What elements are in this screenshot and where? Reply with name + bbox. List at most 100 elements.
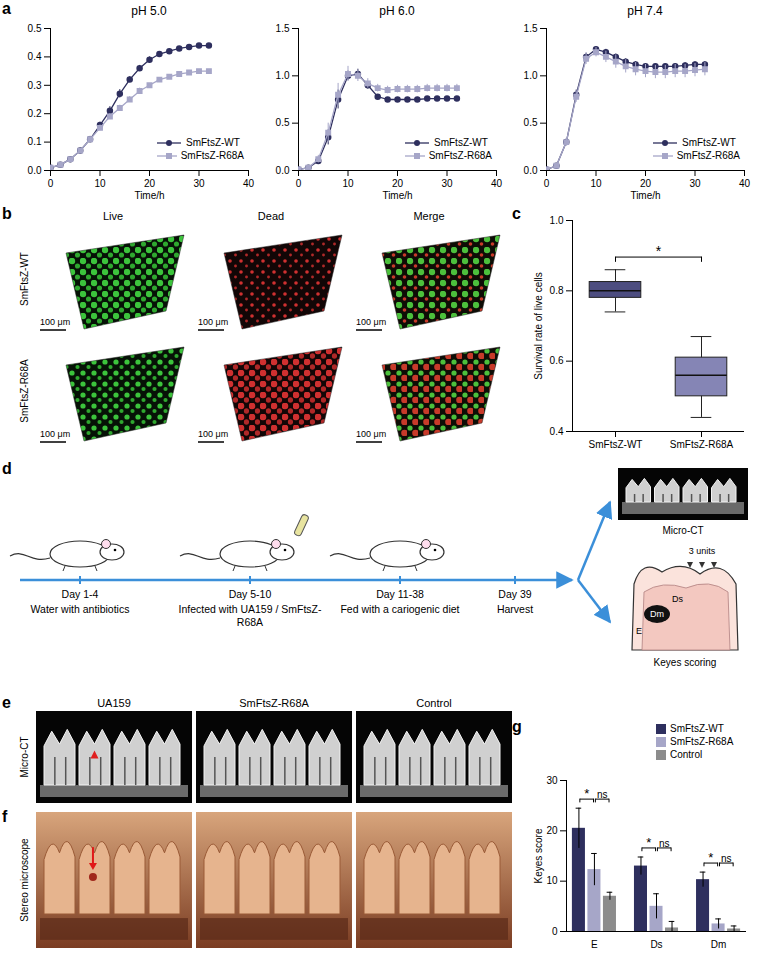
html-text:SmFtsZ-WT: SmFtsZ-WT <box>434 137 488 148</box>
svg-text:ns: ns <box>659 838 670 849</box>
svg-text:E: E <box>591 939 598 950</box>
svg-text:*: * <box>656 243 662 259</box>
svg-text:3 units: 3 units <box>689 546 716 556</box>
svg-text:Time/h: Time/h <box>134 190 164 201</box>
svg-text:Dm: Dm <box>711 939 727 950</box>
svg-text:0.0: 0.0 <box>524 165 538 176</box>
html-text:SmFtsZ-WT: SmFtsZ-WT <box>670 723 724 734</box>
svg-text:SmFtsZ-WT: SmFtsZ-WT <box>19 252 30 306</box>
svg-text:Micro-CT: Micro-CT <box>19 736 30 777</box>
html-text:Dead: Dead <box>257 210 285 222</box>
svg-text:1.5: 1.5 <box>276 23 290 34</box>
html-text:SmFtsZ-WT: SmFtsZ-WT <box>186 137 240 148</box>
svg-text:E: E <box>636 626 642 636</box>
svg-text:0.4: 0.4 <box>28 51 42 62</box>
svg-text:30: 30 <box>546 775 558 786</box>
svg-text:40: 40 <box>243 178 255 189</box>
svg-text:0.1: 0.1 <box>28 136 42 147</box>
html-text:Day 39: Day 39 <box>498 588 532 600</box>
html-text:pH 6.0: pH 6.0 <box>379 4 415 18</box>
html-text:Control: Control <box>670 749 703 760</box>
html-text:d: d <box>2 460 12 477</box>
svg-text:0.3: 0.3 <box>28 80 42 91</box>
svg-text:*: * <box>584 786 589 801</box>
svg-text:100 μm: 100 μm <box>356 429 386 439</box>
svg-text:*: * <box>708 850 713 865</box>
svg-text:0.6: 0.6 <box>550 355 564 366</box>
svg-text:Keyes scoring: Keyes scoring <box>654 657 717 668</box>
svg-text:0.5: 0.5 <box>28 23 42 34</box>
svg-text:0: 0 <box>48 178 54 189</box>
svg-text:ns: ns <box>597 789 608 800</box>
html-text:UA159: UA159 <box>97 697 131 709</box>
svg-text:*: * <box>646 835 651 850</box>
svg-text:Keyes score: Keyes score <box>533 828 544 883</box>
svg-text:0.5: 0.5 <box>524 117 538 128</box>
svg-text:10: 10 <box>94 178 106 189</box>
html-text:b: b <box>2 205 12 222</box>
svg-text:1.5: 1.5 <box>524 23 538 34</box>
svg-text:40: 40 <box>739 178 751 189</box>
svg-text:0: 0 <box>296 178 302 189</box>
svg-text:Ds: Ds <box>650 939 662 950</box>
html-text:SmFtsZ-R68A: SmFtsZ-R68A <box>180 150 244 161</box>
svg-text:0.0: 0.0 <box>28 165 42 176</box>
svg-text:20: 20 <box>640 178 652 189</box>
svg-text:1.0: 1.0 <box>550 215 564 226</box>
svg-text:Micro-CT: Micro-CT <box>662 525 703 536</box>
html-text:Day 1-4: Day 1-4 <box>61 588 99 600</box>
svg-text:10: 10 <box>342 178 354 189</box>
html-text:Infected with UA159 / SmFtsZ-R: Infected with UA159 / SmFtsZ-R68A <box>178 603 322 628</box>
html-text:Harvest: Harvest <box>496 603 534 615</box>
svg-text:0.5: 0.5 <box>276 117 290 128</box>
svg-text:20: 20 <box>392 178 404 189</box>
svg-text:30: 30 <box>193 178 205 189</box>
svg-text:20: 20 <box>144 178 156 189</box>
html-text:Live: Live <box>102 210 124 222</box>
svg-text:0.2: 0.2 <box>28 108 42 119</box>
html-text:pH 5.0: pH 5.0 <box>131 4 167 18</box>
html-text:SmFtsZ-R68A: SmFtsZ-R68A <box>428 150 492 161</box>
svg-text:Ds: Ds <box>672 594 683 604</box>
html-text:SmFtsZ-R68A: SmFtsZ-R68A <box>670 736 734 747</box>
html-text:Day 11-38: Day 11-38 <box>376 588 424 600</box>
svg-text:1.0: 1.0 <box>524 70 538 81</box>
svg-text:Survival rate of live cells: Survival rate of live cells <box>533 272 544 379</box>
svg-text:0.8: 0.8 <box>550 285 564 296</box>
svg-text:0.4: 0.4 <box>550 426 564 437</box>
html-text:Control: Control <box>416 697 452 709</box>
html-text:a: a <box>2 0 11 17</box>
svg-text:30: 30 <box>441 178 453 189</box>
svg-text:100 μm: 100 μm <box>356 317 386 327</box>
svg-text:10: 10 <box>590 178 602 189</box>
svg-text:0.0: 0.0 <box>276 165 290 176</box>
html-text:pH 7.4: pH 7.4 <box>627 4 663 18</box>
html-text:Fed with a cariogenic diet: Fed with a cariogenic diet <box>340 603 460 615</box>
svg-text:SmFtsZ-R68A: SmFtsZ-R68A <box>670 439 734 450</box>
svg-text:SmFtsZ-WT: SmFtsZ-WT <box>589 439 643 450</box>
svg-text:1.0: 1.0 <box>276 70 290 81</box>
html-text:Day 5-10: Day 5-10 <box>228 588 272 600</box>
html-text:Water with antibiotics: Water with antibiotics <box>30 603 130 615</box>
svg-text:Time/h: Time/h <box>630 190 660 201</box>
svg-text:ns: ns <box>721 853 732 864</box>
svg-text:Stereo microscope: Stereo microscope <box>19 838 30 922</box>
html-text:SmFtsZ-R68A: SmFtsZ-R68A <box>676 150 740 161</box>
svg-text:Dm: Dm <box>650 609 664 619</box>
svg-text:20: 20 <box>546 825 558 836</box>
svg-text:0: 0 <box>552 926 558 937</box>
svg-text:100 μm: 100 μm <box>198 317 228 327</box>
svg-text:0: 0 <box>544 178 550 189</box>
html-text:SmFtsZ-WT: SmFtsZ-WT <box>682 137 736 148</box>
html-text:SmFtsZ-R68A: SmFtsZ-R68A <box>239 697 309 709</box>
svg-text:100 μm: 100 μm <box>198 429 228 439</box>
svg-text:30: 30 <box>689 178 701 189</box>
html-text:g: g <box>512 718 522 735</box>
svg-text:SmFtsZ-R68A: SmFtsZ-R68A <box>19 359 30 423</box>
svg-text:40: 40 <box>491 178 503 189</box>
svg-text:100 μm: 100 μm <box>40 317 70 327</box>
svg-text:Time/h: Time/h <box>382 190 412 201</box>
svg-text:10: 10 <box>546 875 558 886</box>
html-text:Merge: Merge <box>413 210 445 222</box>
svg-text:100 μm: 100 μm <box>40 429 70 439</box>
